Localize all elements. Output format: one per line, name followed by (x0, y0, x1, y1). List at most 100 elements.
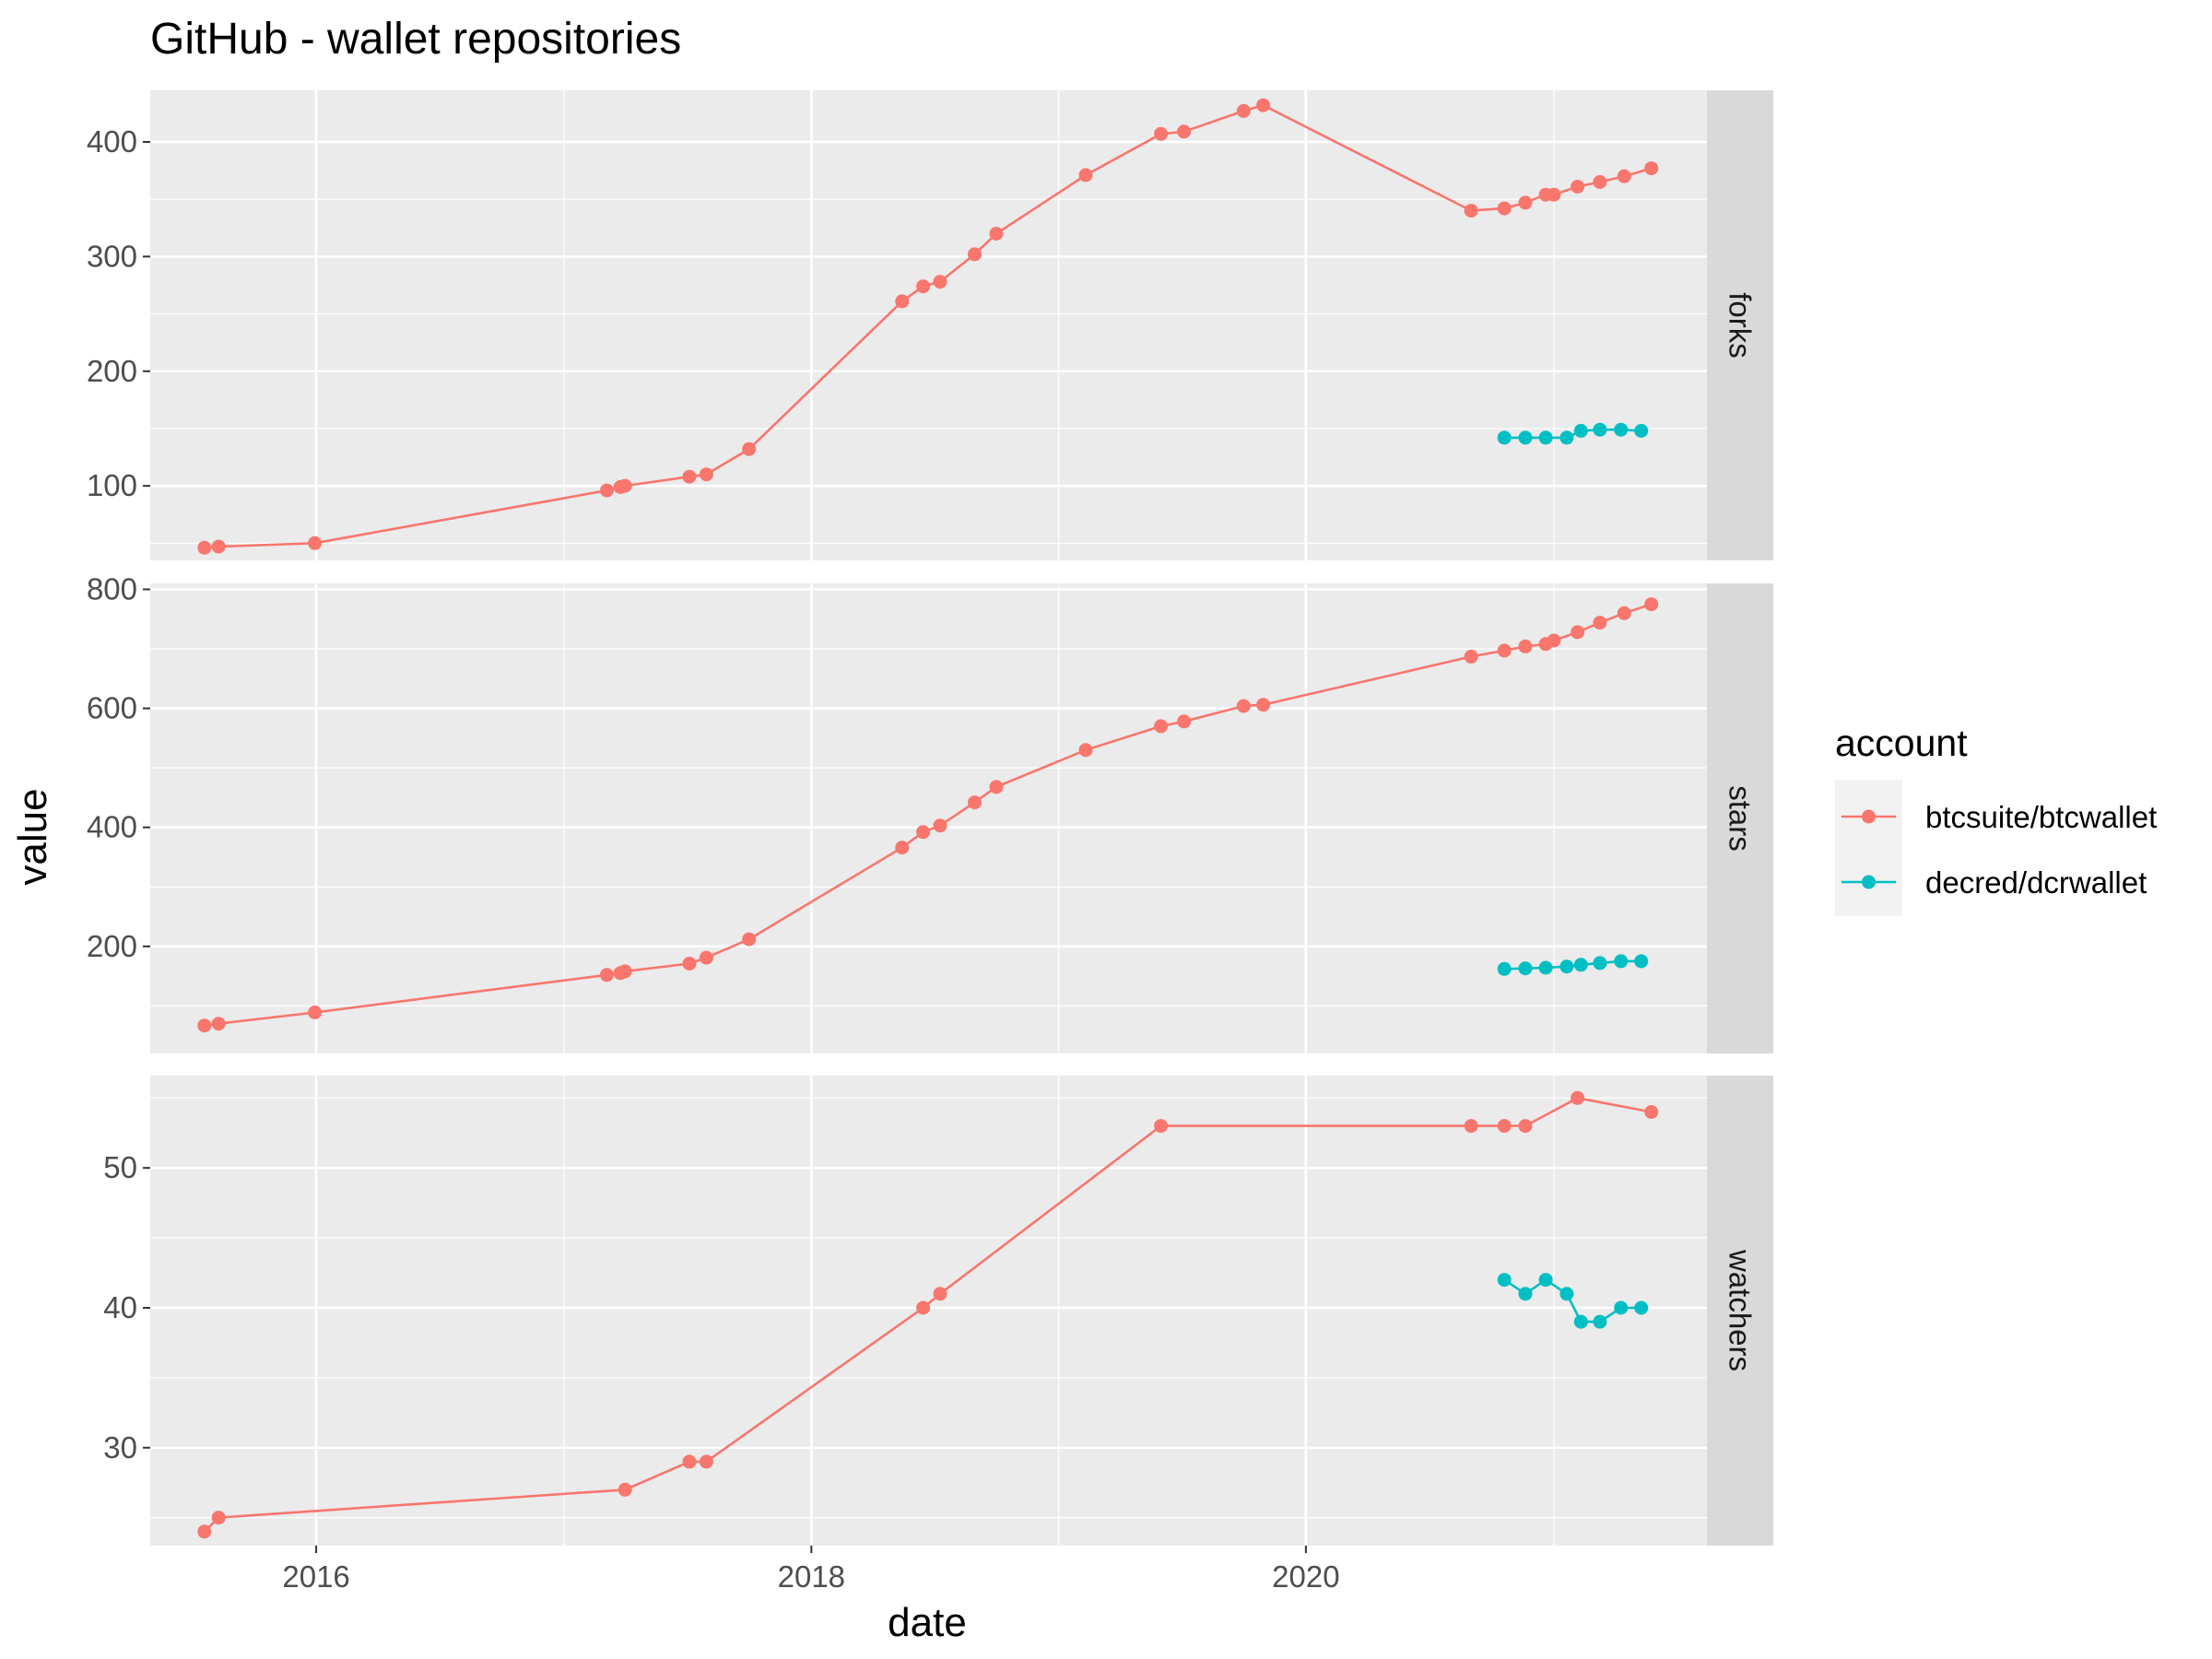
y-tick-label: 400 (87, 810, 137, 844)
data-point (1571, 180, 1585, 194)
data-point (968, 795, 982, 810)
data-point (1614, 422, 1629, 437)
x-tick-label: 2016 (282, 1559, 349, 1594)
data-point (1593, 956, 1607, 971)
data-point (933, 1287, 947, 1301)
data-point (1573, 423, 1588, 438)
data-point (1593, 175, 1607, 189)
data-point (1571, 625, 1585, 640)
chart-title: GitHub - wallet repositories (150, 15, 681, 64)
panel-stars: 200 400 600 800 stars (87, 571, 1773, 1053)
data-point (1559, 1287, 1574, 1301)
data-point (1644, 1105, 1659, 1119)
data-point (1593, 422, 1607, 437)
data-point (1538, 430, 1553, 445)
facet-strip (1707, 90, 1773, 560)
data-point (1573, 958, 1588, 972)
data-point (968, 247, 982, 262)
data-point (211, 1511, 226, 1525)
data-point (1559, 959, 1574, 974)
legend-title: account (1835, 722, 1968, 764)
data-point (1497, 643, 1512, 658)
x-axis: 2016 2018 2020 (282, 1546, 1340, 1594)
series-decred-dcrwallet (1497, 954, 1649, 976)
data-point (1614, 954, 1629, 969)
data-point (1177, 124, 1192, 139)
facet-strip-label: watchers (1724, 1249, 1758, 1371)
data-point (1518, 195, 1533, 210)
x-axis-title: date (888, 1600, 967, 1645)
data-point (699, 1454, 713, 1469)
data-point (699, 950, 713, 965)
y-tick-label: 200 (87, 929, 137, 963)
data-point (1078, 168, 1093, 182)
data-point (1497, 1273, 1512, 1288)
legend-label: btcsuite/btcwallet (1925, 800, 2157, 834)
data-point (1177, 714, 1192, 729)
data-point (895, 294, 910, 309)
data-point (211, 539, 226, 554)
data-point (1538, 1273, 1553, 1288)
data-point (682, 469, 697, 484)
data-point (1518, 961, 1533, 976)
x-tick-label: 2018 (778, 1559, 845, 1594)
data-point (699, 467, 713, 482)
data-point (1573, 1314, 1588, 1329)
data-point (1256, 98, 1271, 112)
data-point (1614, 1300, 1629, 1315)
data-point (1571, 1090, 1585, 1105)
data-point (618, 1482, 632, 1497)
series-decred-dcrwallet (1497, 422, 1649, 445)
facet-strip-label: forks (1724, 292, 1758, 359)
y-axis-title: value (10, 788, 55, 885)
data-point (1154, 1119, 1169, 1134)
data-point (933, 275, 947, 289)
data-point (197, 540, 212, 555)
y-tick-label: 200 (87, 354, 137, 388)
legend-marker (1862, 875, 1876, 889)
data-point (682, 1454, 697, 1469)
data-point (1497, 1119, 1512, 1134)
data-point (1559, 430, 1574, 445)
data-point (618, 964, 632, 979)
data-point (895, 841, 910, 855)
data-point (308, 1006, 323, 1019)
facet-strip (1707, 583, 1773, 1053)
legend-key-background (1835, 780, 1902, 916)
y-tick-label: 300 (87, 239, 137, 273)
data-point (599, 968, 614, 982)
data-point (682, 957, 697, 971)
data-point (989, 780, 1004, 794)
series-btcsuite-btcwallet (197, 597, 1659, 1033)
data-point (916, 825, 931, 840)
data-point (742, 932, 757, 947)
data-point (916, 279, 931, 294)
legend-label: decred/dcrwallet (1925, 865, 2147, 900)
data-point (308, 535, 323, 550)
data-point (1497, 961, 1512, 976)
data-point (599, 483, 614, 498)
panel-background (150, 90, 1707, 560)
data-point (1236, 103, 1251, 118)
series-decred-dcrwallet (1497, 1273, 1649, 1329)
data-point (1644, 597, 1659, 612)
data-point (1497, 430, 1512, 445)
data-point (1464, 204, 1478, 218)
data-point (211, 1017, 226, 1031)
data-point (1078, 743, 1093, 758)
y-tick-label: 600 (87, 691, 137, 725)
data-point (197, 1018, 212, 1033)
panel-watchers: 30 40 50 watchers (103, 1076, 1773, 1546)
data-point (1617, 606, 1631, 620)
data-point (1518, 639, 1533, 653)
data-point (1634, 423, 1649, 438)
data-point (197, 1524, 212, 1539)
data-point (1547, 633, 1561, 648)
data-point (1154, 719, 1169, 734)
legend: account btcsuite/btcwallet decred/dcrwall… (1835, 722, 2157, 916)
data-point (1634, 954, 1649, 969)
y-tick-label: 50 (103, 1150, 137, 1184)
legend-items: btcsuite/btcwallet decred/dcrwallet (1835, 780, 2157, 916)
data-point (933, 818, 947, 833)
